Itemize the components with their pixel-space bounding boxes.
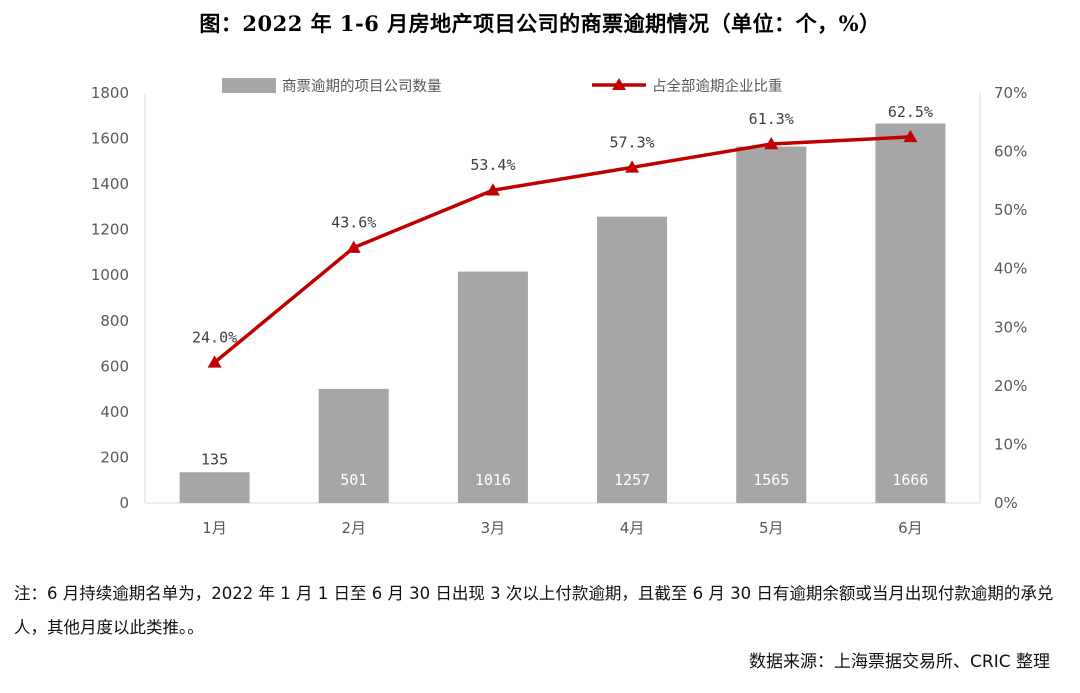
y-left-tick-label: 600 <box>100 357 129 375</box>
bar-value-label: 1257 <box>614 471 650 489</box>
line-point-marker <box>485 183 500 196</box>
data-source: 数据来源：上海票据交易所、CRIC 整理 <box>749 652 1050 672</box>
legend-bar-swatch <box>222 78 276 93</box>
line-value-label: 53.4% <box>470 156 515 174</box>
bar-value-label: 1565 <box>753 471 789 489</box>
bar <box>457 271 528 503</box>
y-left-tick-label: 1000 <box>91 266 129 284</box>
line-value-label: 61.3% <box>749 110 794 128</box>
y-right-tick-label: 60% <box>994 143 1027 161</box>
line-point-marker <box>207 355 222 368</box>
legend-bar-label: 商票逾期的项目公司数量 <box>282 78 442 95</box>
line-value-label: 62.5% <box>888 103 933 121</box>
bar <box>597 216 668 503</box>
y-left-tick-label: 800 <box>100 312 129 330</box>
x-tick-label: 6月 <box>898 519 923 537</box>
bar-value-label: 501 <box>340 471 367 489</box>
y-left-tick-label: 1800 <box>91 84 129 102</box>
line-point-marker <box>764 136 779 150</box>
bar-value-label: 1016 <box>475 471 511 489</box>
legend-line-marker <box>612 78 626 90</box>
line-point-marker <box>346 240 361 253</box>
y-left-tick-label: 200 <box>100 448 129 466</box>
y-left-tick-label: 1600 <box>91 130 129 148</box>
bar-value-label: 135 <box>201 450 228 468</box>
bar <box>736 146 807 503</box>
combo-chart: 0 200 400 600 800 1000 1200 1400 1600 1800 0% 10% 20… <box>91 77 1028 537</box>
x-tick-label: 5月 <box>759 519 784 537</box>
legend-line-label: 占全部逾期企业比重 <box>652 77 783 95</box>
line-value-label: 43.6% <box>331 214 376 232</box>
bar-value-label: 1666 <box>892 471 928 489</box>
y-right-tick-label: 50% <box>994 201 1027 219</box>
y-left-tick-label: 400 <box>100 403 129 421</box>
line-series-path <box>213 135 911 364</box>
line-point-marker <box>625 160 640 173</box>
bar <box>875 123 946 504</box>
line-point-marker <box>903 129 918 143</box>
y-right-tick-label: 0% <box>994 494 1018 512</box>
footnote: 注：6 月持续逾期名单为，2022 年 1 月 1 日至 6 月 30 日出现 … <box>14 584 1054 637</box>
x-tick-label: 2月 <box>341 519 366 537</box>
bar <box>318 388 389 503</box>
line-value-label: 57.3% <box>610 133 655 151</box>
y-right-tick-label: 10% <box>994 435 1027 453</box>
chart-title: 图：2022 年 1-6 月房地产项目公司的商票逾期情况（单位：个，%） <box>199 11 881 36</box>
y-right-tick-label: 30% <box>994 318 1027 336</box>
x-tick-label: 4月 <box>620 519 645 537</box>
y-left-tick-label: 1200 <box>91 221 129 239</box>
x-tick-label: 3月 <box>481 519 506 537</box>
x-tick-label: 1月 <box>202 519 227 537</box>
y-left-tick-label: 0 <box>119 494 129 512</box>
line-value-label: 24.0% <box>192 328 237 346</box>
y-right-tick-label: 20% <box>994 377 1027 395</box>
y-left-tick-label: 1400 <box>91 175 129 193</box>
y-right-tick-label: 70% <box>994 84 1027 102</box>
bar <box>179 472 250 503</box>
y-right-tick-label: 40% <box>994 260 1027 278</box>
